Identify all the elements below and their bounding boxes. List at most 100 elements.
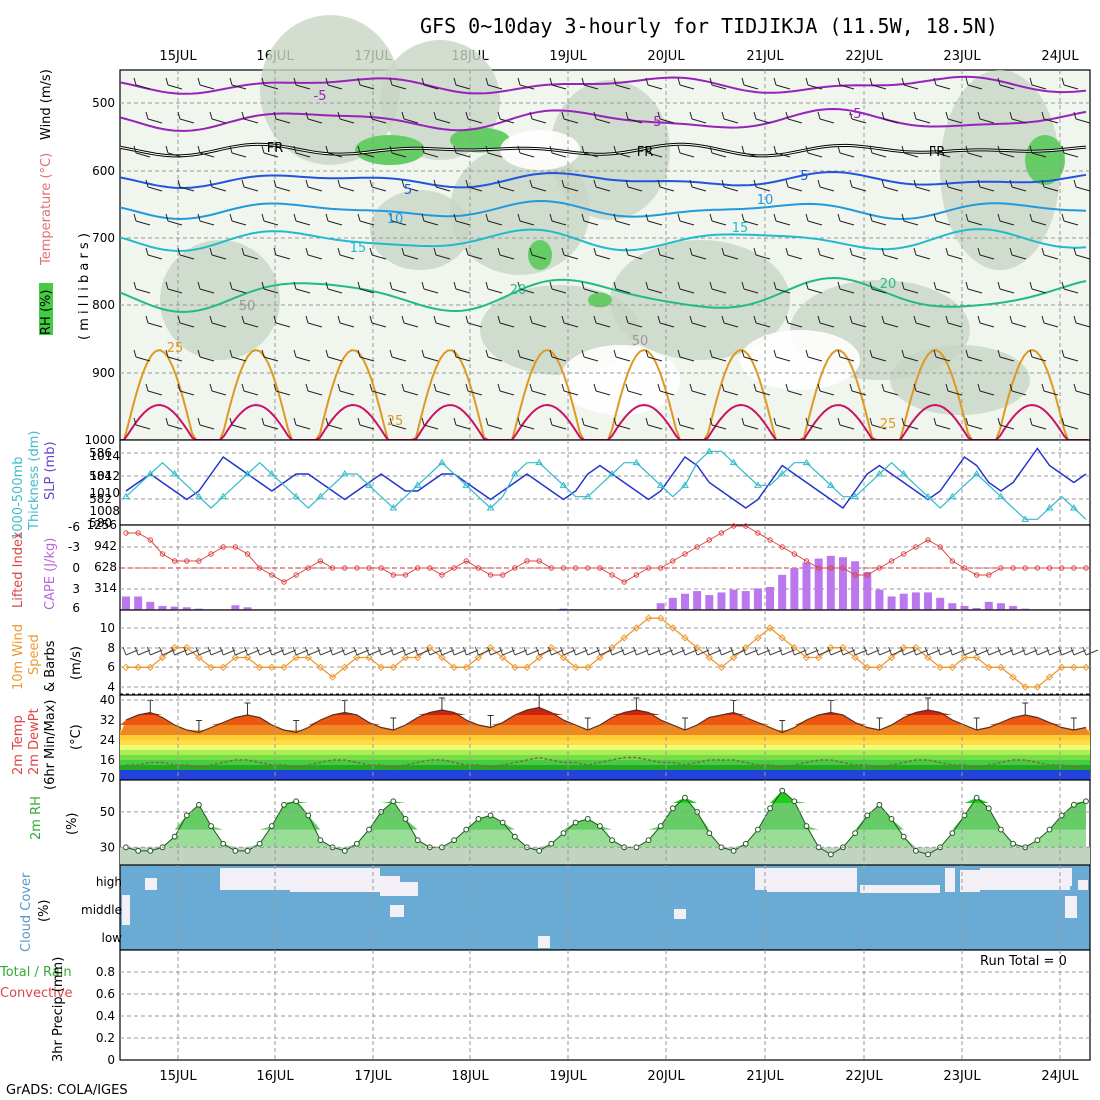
slp-series-line: [125, 447, 1087, 510]
wind10-barb-flag: [693, 646, 698, 656]
wind-barb-flag: [165, 213, 169, 222]
rh-shade-region: [890, 345, 1030, 415]
wind-barb-flag: [421, 145, 425, 154]
wind-speed-marker: [353, 653, 361, 662]
wind-barb-shaft: [647, 84, 663, 90]
lifted-index-marker: [135, 530, 141, 536]
wind-barb-shaft: [775, 356, 791, 362]
cape-tick-label: 942: [94, 539, 117, 553]
wind-speed-marker: [705, 653, 713, 662]
cape-bar: [717, 592, 726, 610]
rh-marker: [742, 840, 749, 847]
wind-barb-shaft: [903, 152, 919, 158]
wind-barb-shaft: [531, 254, 547, 260]
wind-barb-shaft: [295, 356, 311, 362]
thickness-marker: [802, 458, 811, 466]
rh2m-panel: 50 30 2m RH (%): [29, 779, 1091, 866]
wind-barb-flag: [465, 315, 469, 324]
wind-barb-flag: [581, 349, 585, 358]
wind-barb-shaft: [947, 254, 963, 260]
lifted-index-marker: [463, 558, 469, 564]
lifted-index-marker: [512, 565, 518, 571]
wind-barb-flag: [869, 213, 873, 222]
wind-barb-flag: [945, 315, 949, 324]
wind-speed-marker: [584, 663, 592, 672]
wind-barb-shaft: [947, 322, 963, 328]
wind-barb-shaft: [167, 288, 183, 294]
wind-barb-shaft: [359, 356, 375, 362]
wind-barb-flag: [561, 383, 565, 392]
wind-barb-shaft: [307, 390, 323, 396]
wind-barb-flag: [625, 179, 629, 188]
wind-barb-flag: [677, 417, 681, 426]
wind-barb-flag: [517, 145, 521, 154]
wind-barb-flag: [273, 179, 277, 188]
wind-barb-shaft: [711, 152, 727, 158]
wind-barb-flag: [293, 349, 297, 358]
wind-barb-shaft: [775, 424, 791, 430]
contour-label: 20: [510, 283, 527, 298]
thickness-marker: [632, 458, 641, 466]
axis-tick-label: 40: [100, 693, 115, 707]
wind-barb-shaft: [391, 356, 407, 362]
wind-barb-shaft: [243, 254, 259, 260]
wind-barb-shaft: [935, 220, 951, 226]
wind-barb-flag: [753, 383, 757, 392]
date-label-bottom: 23JUL: [943, 1069, 981, 1084]
lifted-index-marker: [402, 572, 409, 578]
wind-barb-shaft: [179, 254, 195, 260]
wind-barb-flag: [1061, 281, 1065, 290]
wind-barb-flag: [581, 417, 585, 426]
wind-speed-marker: [729, 653, 738, 662]
wind-barb-shaft: [967, 288, 983, 294]
rh-marker: [536, 847, 543, 854]
wind-barb-flag: [1029, 77, 1033, 86]
wind-speed-marker: [426, 643, 434, 652]
wind-barb-shaft: [359, 288, 375, 294]
wind10-barb-flag: [219, 646, 224, 656]
wind-speed-marker: [754, 634, 762, 642]
wind-barb-shaft: [967, 424, 983, 430]
wind-barb-flag: [293, 77, 297, 86]
rh-marker: [135, 847, 142, 854]
wind-speed-marker: [195, 653, 203, 662]
wind10-barb: [563, 649, 576, 656]
thickness-marker: [1069, 504, 1078, 511]
rh-shade-region: [610, 240, 790, 360]
wind10-barb-flag: [1021, 646, 1026, 656]
rh-marker: [973, 794, 980, 801]
wind10-barb-flag: [1058, 646, 1063, 656]
wind-barb-shaft: [775, 220, 791, 226]
lifted-index-marker: [1010, 565, 1016, 571]
wind-barb-flag: [753, 179, 757, 188]
wind-barb-flag: [293, 213, 297, 222]
wind-barb-flag: [881, 179, 885, 188]
wind-barb-shaft: [691, 390, 707, 396]
cape-bar: [729, 589, 738, 610]
wind-barb-flag: [709, 349, 713, 358]
wind-barb-flag: [657, 315, 661, 324]
lifted-index-marker: [633, 572, 640, 578]
millibars-label: ( m i l l i b a r s ): [77, 233, 92, 340]
wind-barb-flag: [593, 179, 597, 188]
wind-barb-shaft: [499, 254, 515, 260]
wind-barb-flag: [965, 417, 969, 426]
wind-barb-shaft: [583, 152, 599, 158]
thickness-marker: [583, 492, 592, 500]
wind-barb-shaft: [915, 186, 931, 192]
cape-bar: [741, 591, 750, 610]
wind-speed-marker: [486, 643, 495, 652]
lifted-index-marker: [171, 558, 178, 564]
wind-barb-shaft: [339, 390, 355, 396]
wind-barb-flag: [785, 315, 789, 324]
cape-lifted-index-panel: -6 -3 0 3 6 1256 942 628 314 Lifted Index CAPE (…: [11, 518, 1091, 615]
wind-speed-marker: [960, 653, 969, 662]
wind-barb-flag: [709, 145, 713, 154]
wind-barb-shaft: [455, 220, 471, 226]
lifted-index-marker: [184, 558, 190, 564]
wind-barb-shaft: [211, 186, 227, 192]
wind-barb-shaft: [403, 186, 419, 192]
wind10-barb: [684, 649, 698, 656]
wind-barb-flag: [197, 281, 201, 290]
